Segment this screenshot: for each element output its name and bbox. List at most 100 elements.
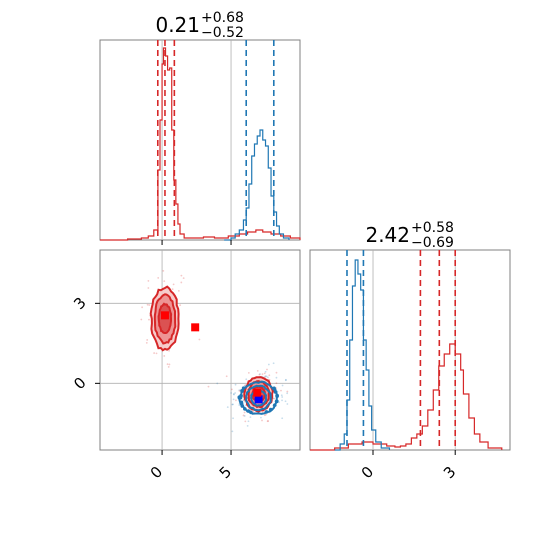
scatter-frame <box>99 249 301 451</box>
scatter-point <box>171 288 174 291</box>
scatter-point <box>147 280 150 282</box>
scatter-point <box>243 415 246 417</box>
scatter-point <box>286 390 289 393</box>
scatter-point <box>180 281 183 284</box>
scatter-point <box>148 304 151 306</box>
scatter-point <box>266 368 268 371</box>
contour-level <box>250 389 268 407</box>
scatter-point <box>141 306 144 309</box>
scatter-point <box>264 375 267 378</box>
hist-y-content <box>310 250 503 455</box>
scatter-point <box>261 419 263 422</box>
scatter-point <box>275 376 278 379</box>
scatter-point <box>231 403 234 406</box>
scatter-point <box>157 277 160 279</box>
scatter-point <box>242 399 245 401</box>
x-tick-label: 0 <box>358 463 377 482</box>
scatter-point <box>281 417 284 420</box>
scatter-point <box>233 393 235 396</box>
scatter-point <box>249 416 252 419</box>
hist-x-title-plus: +0.68 <box>201 10 244 26</box>
scatter-point <box>232 403 234 406</box>
scatter-point <box>179 304 182 307</box>
scatter-content <box>95 250 300 459</box>
scatter-point <box>243 411 246 414</box>
truth-marker <box>253 388 262 397</box>
scatter-point <box>258 373 261 376</box>
scatter-point <box>264 376 266 379</box>
scatter-point <box>230 388 233 391</box>
hist-y-title-minus: −0.69 <box>411 235 454 251</box>
scatter-point <box>182 277 185 279</box>
scatter-point <box>145 341 148 344</box>
scatter-point <box>247 371 250 374</box>
scatter-point <box>163 280 166 283</box>
hist-x-title-minus: −0.52 <box>201 25 244 41</box>
scatter-point <box>267 376 269 379</box>
y-tick-label: 3 <box>70 294 89 313</box>
scatter-point <box>147 287 150 289</box>
scatter-point <box>281 396 284 398</box>
hist-x-frame <box>99 39 301 241</box>
scatter-panel <box>95 249 301 459</box>
scatter-point <box>207 385 210 388</box>
scatter-point <box>146 339 149 341</box>
scatter-point <box>153 352 156 354</box>
scatter-point <box>168 363 171 366</box>
scatter-point <box>226 406 229 409</box>
scatter-point <box>256 369 259 372</box>
scatter-point <box>162 269 165 272</box>
scatter-point <box>232 457 234 459</box>
scatter-point <box>238 390 241 392</box>
scatter-point <box>198 338 201 341</box>
scatter-point <box>273 397 275 400</box>
hist-panel-x: 0.21 +0.68 −0.52 <box>99 10 301 245</box>
scatter-point <box>284 379 287 382</box>
scatter-point <box>267 363 270 366</box>
scatter-point <box>148 318 150 321</box>
scatter-point <box>260 416 262 419</box>
x-tick-label: 5 <box>216 463 235 482</box>
scatter-point <box>172 283 175 286</box>
scatter-point <box>285 378 287 381</box>
scatter-point <box>280 389 282 392</box>
hist-y-title-value: 2.42 <box>365 223 410 247</box>
scatter-point <box>263 414 266 417</box>
scatter-point <box>265 375 268 378</box>
scatter-point <box>266 420 269 423</box>
truth-marker <box>191 323 200 332</box>
scatter-point <box>275 371 278 374</box>
scatter-point <box>163 355 166 357</box>
scatter-point <box>167 366 170 368</box>
scatter-point <box>216 382 219 385</box>
scatter-point <box>238 389 241 391</box>
scatter-point <box>232 398 235 401</box>
scatter-point <box>230 392 233 394</box>
scatter-point <box>265 413 267 416</box>
scatter-point <box>247 420 250 423</box>
scatter-point <box>278 401 280 404</box>
scatter-point <box>234 383 237 386</box>
scatter-point <box>263 372 266 375</box>
scatter-point <box>242 414 245 417</box>
scatter-point <box>244 420 247 423</box>
scatter-point <box>281 399 283 402</box>
truth-marker <box>160 311 169 320</box>
scatter-point <box>275 382 278 385</box>
contour-level <box>238 380 278 415</box>
scatter-point <box>245 378 248 381</box>
hist-y-frame <box>309 249 511 451</box>
scatter-point <box>238 404 241 407</box>
scatter-clip-group <box>100 250 300 459</box>
scatter-point <box>232 417 234 420</box>
scatter-point <box>146 303 149 306</box>
scatter-point <box>225 375 228 378</box>
scatter-point <box>286 392 289 395</box>
scatter-point <box>281 384 284 387</box>
scatter-point <box>155 352 158 355</box>
scatter-point <box>140 318 143 321</box>
scatter-point <box>234 392 237 394</box>
scatter-point <box>232 393 235 395</box>
scatter-point <box>168 349 170 352</box>
